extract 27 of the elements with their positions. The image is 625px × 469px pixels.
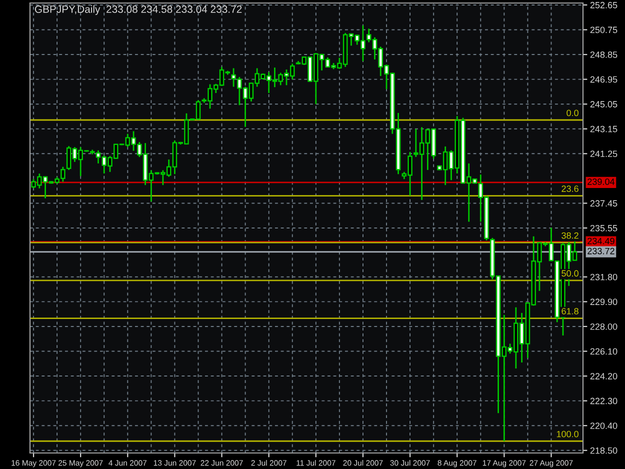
annotation: 23.6	[562, 186, 578, 192]
y-tick-label: 220.40	[590, 422, 618, 429]
ref-line-label: 233.72	[588, 248, 614, 254]
y-tick-label: 231.80	[590, 274, 618, 280]
annotation: 61.8	[562, 308, 578, 314]
y-tick-label: 237.45	[590, 200, 618, 207]
y-tick-label: 228.00	[590, 323, 618, 330]
y-tick-label: 245.05	[590, 101, 618, 108]
y-tick-label: 252.65	[590, 2, 618, 8]
y-tick-label: 235.55	[590, 224, 618, 232]
y-tick-label: 241.25	[590, 150, 618, 158]
y-tick-label: 250.75	[590, 26, 618, 34]
ref-line-label: 234.49	[588, 238, 614, 244]
y-tick-label: 222.30	[590, 398, 618, 404]
y-tick-label: 229.90	[590, 298, 618, 306]
annotation: 0.0	[566, 110, 578, 116]
y-tick-label: 243.15	[590, 126, 618, 132]
annotation: 100.0	[556, 430, 578, 438]
y-tick-label: 224.20	[590, 373, 618, 380]
y-tick-label: 248.85	[590, 51, 618, 58]
ref-line-label: 239.04	[588, 178, 615, 185]
y-tick-label: 246.95	[590, 76, 618, 83]
y-tick-label: 226.10	[590, 348, 618, 355]
chart-title: GBPJPY,Daily 233.08 234.58 233.04 233.72	[34, 5, 242, 15]
annotation: 38.2	[562, 232, 578, 239]
y-tick-label: 218.50	[590, 447, 618, 454]
annotation: 50.0	[562, 270, 578, 277]
